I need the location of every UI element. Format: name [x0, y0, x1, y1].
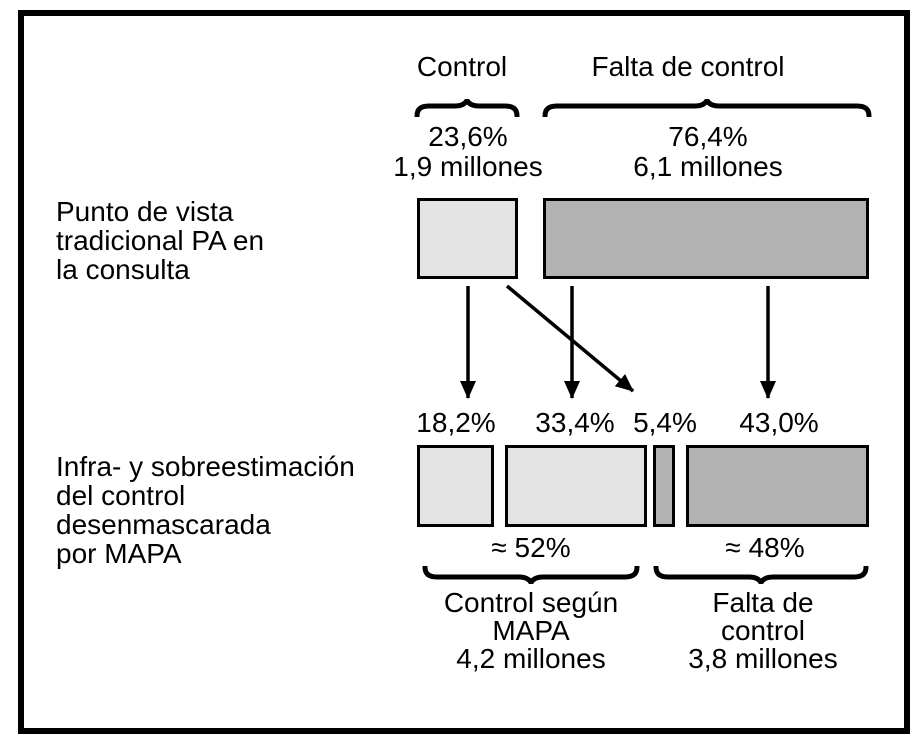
column-header-control: Control [416, 51, 508, 82]
flow-arrows [460, 284, 776, 399]
segment-percent-43-0: 43,0% [739, 407, 819, 438]
segment-percent-33-4: 33,4% [535, 407, 615, 438]
group-label-falta-mapa-line1: Falta de [712, 587, 814, 618]
overbrace-control [414, 99, 520, 117]
group-label-control-mapa-line2: MAPA [492, 615, 570, 646]
arrow-control-to-5-4 [505, 284, 635, 393]
box-office-control [417, 198, 518, 279]
approx-percent-52: ≈ 52% [491, 532, 571, 563]
falta-control-amount: 6,1 millones [633, 151, 783, 182]
control-amount: 1,9 millones [393, 151, 543, 182]
row-label-mapa-line4: por MAPA [56, 538, 182, 569]
row-label-mapa-line1: Infra- y sobreestimación [56, 451, 355, 482]
falta-control-percent: 76,4% [668, 121, 748, 152]
column-header-falta-de-control: Falta de control [591, 51, 785, 82]
group-label-control-mapa-line1: Control según [443, 587, 619, 618]
segment-percent-5-4: 5,4% [633, 407, 697, 438]
overbrace-falta-de-control [542, 99, 872, 117]
underbrace-falta-mapa [653, 566, 869, 584]
control-stats: 23,6% 1,9 millones [388, 122, 548, 182]
control-percent: 23,6% [428, 121, 508, 152]
row-label-office-view: Punto de vista tradicional PA en la cons… [56, 197, 396, 284]
approx-percent-48: ≈ 48% [725, 532, 805, 563]
underbrace-control-mapa [422, 566, 640, 584]
group-label-control-mapa-line3: 4,2 millones [456, 643, 606, 674]
group-label-falta-mapa: Falta de control 3,8 millones [663, 589, 863, 673]
box-office-falta-control [543, 198, 869, 279]
row-label-mapa-line2: del control [56, 480, 186, 511]
row-label-mapa-line3: desenmascarada [56, 509, 271, 540]
row-label-office-line2: tradicional PA en [56, 225, 265, 256]
box-mapa-43-0 [686, 445, 869, 527]
box-mapa-5-4 [653, 445, 675, 527]
box-mapa-33-4 [505, 445, 647, 527]
group-label-falta-mapa-line3: 3,8 millones [688, 643, 838, 674]
row-label-office-line3: la consulta [56, 254, 190, 285]
figure-border [18, 10, 910, 734]
group-label-falta-mapa-line2: control [720, 615, 806, 646]
group-label-control-mapa: Control según MAPA 4,2 millones [431, 589, 631, 673]
row-label-mapa-view: Infra- y sobreestimación del control des… [56, 452, 436, 568]
segment-percent-18-2: 18,2% [416, 407, 496, 438]
box-mapa-18-2 [417, 445, 494, 527]
falta-control-stats: 76,4% 6,1 millones [628, 122, 788, 182]
row-label-office-line1: Punto de vista [56, 196, 234, 227]
